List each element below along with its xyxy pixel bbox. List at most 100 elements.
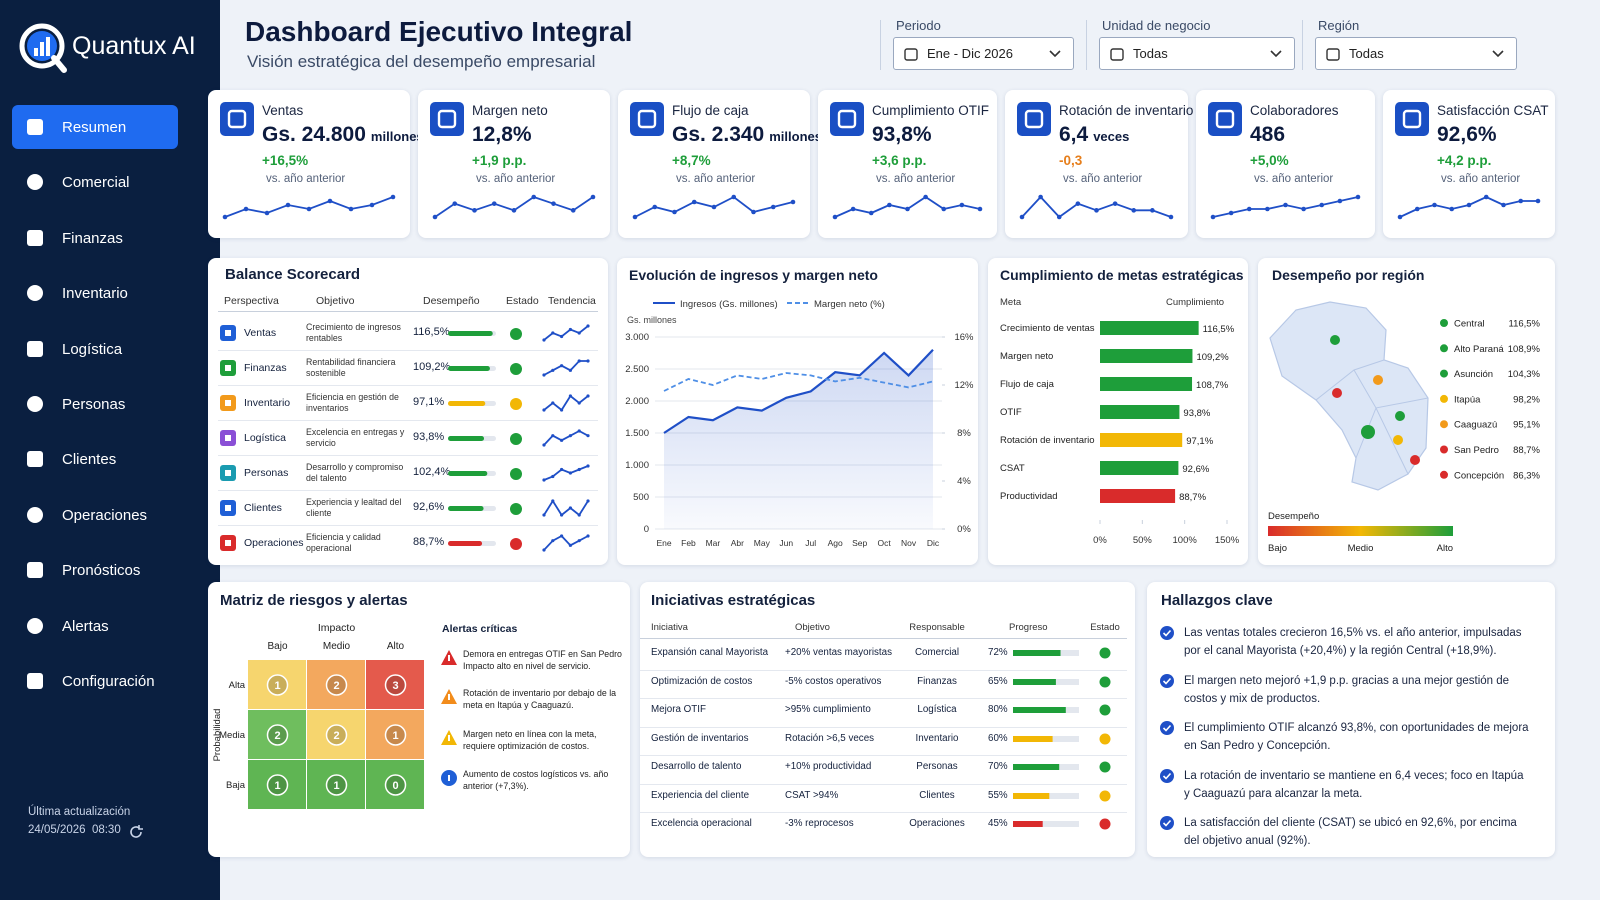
chevron	[1492, 50, 1504, 58]
legend-label: Alto Paraná	[1454, 344, 1504, 355]
legend-label: Margen neto (%)	[814, 299, 885, 310]
status	[510, 363, 522, 375]
sparkline-point	[560, 334, 564, 339]
sparkline-point	[369, 202, 375, 208]
legend-label: Concepción	[1454, 470, 1504, 481]
sparkline	[542, 534, 590, 552]
page-subtitle: Visión estratégica del desempeño empresa…	[247, 52, 596, 71]
bar	[448, 436, 485, 441]
sparkline-point	[1501, 202, 1506, 208]
menu-label: Configuración	[62, 673, 155, 690]
kpi-value-row: 6,4 veces	[1059, 123, 1129, 147]
kpi-change: +8,7%	[672, 153, 711, 168]
kpi-card: Satisfacción CSAT 92,6% +4,2 p.p. vs. año a…	[1383, 90, 1555, 238]
risk-badge	[384, 724, 407, 746]
filter-select[interactable]: Ene - Dic 2026	[893, 37, 1074, 70]
menu-item[interactable]: Resumen	[12, 105, 178, 149]
risk-count: 1	[274, 780, 280, 792]
risk-cell	[248, 760, 306, 809]
filter-chevron	[1492, 50, 1504, 58]
risk-cell	[366, 710, 424, 759]
menu-item[interactable]: Operaciones	[12, 493, 178, 537]
kpi-note: vs. año anterior	[876, 173, 956, 185]
progress-bar	[1013, 821, 1043, 827]
status-dot	[510, 433, 522, 445]
bar-label: Productividad	[1000, 491, 1058, 502]
risk-cell	[366, 660, 424, 709]
legend-label: Central	[1454, 319, 1485, 330]
status-dot	[510, 503, 522, 515]
sparkline-point	[472, 208, 477, 213]
progress-bar	[1013, 735, 1053, 742]
menu-item[interactable]: Personas	[12, 382, 178, 426]
kpi-value: 486	[1250, 123, 1286, 146]
check-bg	[1160, 816, 1174, 830]
kpi-card: Cumplimiento OTIF 93,8% +3,6 p.p. vs. año a…	[818, 90, 997, 238]
status-dot	[510, 468, 522, 480]
menu-item[interactable]: Clientes	[12, 437, 178, 481]
sparkline	[832, 194, 983, 220]
progress-label: 72%	[988, 647, 1008, 658]
menu-item[interactable]: Configuración	[12, 659, 178, 703]
progress-label: 45%	[988, 818, 1008, 829]
filter-select[interactable]: Todas	[1315, 37, 1517, 70]
menu-item[interactable]: Pronósticos	[12, 548, 178, 592]
kpi-name: Flujo de caja	[672, 103, 749, 118]
sparkline-line	[1021, 195, 1172, 219]
filter-value: Ene - Dic 2026	[927, 46, 1013, 61]
row-rule	[218, 385, 598, 386]
initiative-name: Expansión canal Mayorista	[651, 647, 769, 658]
sparkline-point	[1019, 214, 1025, 220]
sparkline-point	[1265, 206, 1270, 212]
y-tick-label: 500	[633, 492, 649, 503]
menu-icon-shape	[27, 340, 43, 357]
row-rule	[218, 350, 598, 351]
sparkline-line	[543, 534, 589, 551]
sparkline-point	[1228, 210, 1234, 216]
progress-label: 55%	[988, 789, 1008, 801]
menu-item[interactable]: Inventario	[12, 271, 178, 315]
kpi-icon	[1395, 102, 1429, 136]
bar-label: Margen neto	[1000, 351, 1053, 362]
sparkline-point	[887, 202, 892, 208]
alert-glyph	[448, 775, 450, 781]
progress-track	[1013, 707, 1079, 713]
sparkline-point	[751, 209, 756, 215]
sparkline-point	[711, 204, 717, 210]
row-rule	[640, 698, 1127, 699]
menu-label: Personas	[62, 396, 126, 413]
menu-icon-shape	[27, 119, 43, 135]
menu-item[interactable]: Finanzas	[12, 216, 178, 260]
status	[1099, 733, 1111, 744]
legend-dot	[1440, 319, 1448, 327]
status-dot	[1099, 818, 1111, 830]
alert-text: Demora en entregas OTIF en San Pedro Imp…	[463, 649, 622, 671]
menu-item[interactable]: Comercial	[12, 160, 178, 204]
x-tick-label: 0%	[1093, 535, 1107, 546]
row-rule	[640, 783, 1127, 785]
risk-cell	[248, 660, 306, 709]
filter-select[interactable]: Todas	[1099, 37, 1295, 70]
sparkline-point	[542, 548, 546, 552]
objective: Eficiencia en gestión de inventarios	[306, 392, 399, 413]
sparkline-point	[1432, 202, 1437, 208]
sparkline	[222, 194, 396, 220]
bar-label: Rotación de inventario	[1000, 435, 1095, 446]
legend-value: 108,9%	[1508, 344, 1541, 355]
menu-item[interactable]: Alertas	[12, 604, 178, 648]
legend-value: 95,1%	[1513, 420, 1540, 431]
sparkline-point	[1319, 202, 1325, 208]
kpi-icon-glyph	[1215, 109, 1235, 129]
menu-icon-shape	[27, 229, 43, 246]
menu-item[interactable]: Logística	[12, 327, 178, 371]
finding-text: El margen neto mejoró +1,9 p.p. gracias …	[1184, 674, 1510, 705]
refresh-icon[interactable]	[128, 824, 144, 840]
filter-separator	[1086, 20, 1087, 70]
status-dot	[510, 538, 522, 550]
bar	[1100, 405, 1180, 419]
progress-bg	[1013, 821, 1079, 827]
risk-count: 3	[392, 680, 398, 692]
initiative-owner: Comercial	[914, 647, 960, 658]
value-label: 88,7%	[413, 536, 445, 548]
sparkline	[1397, 194, 1541, 220]
